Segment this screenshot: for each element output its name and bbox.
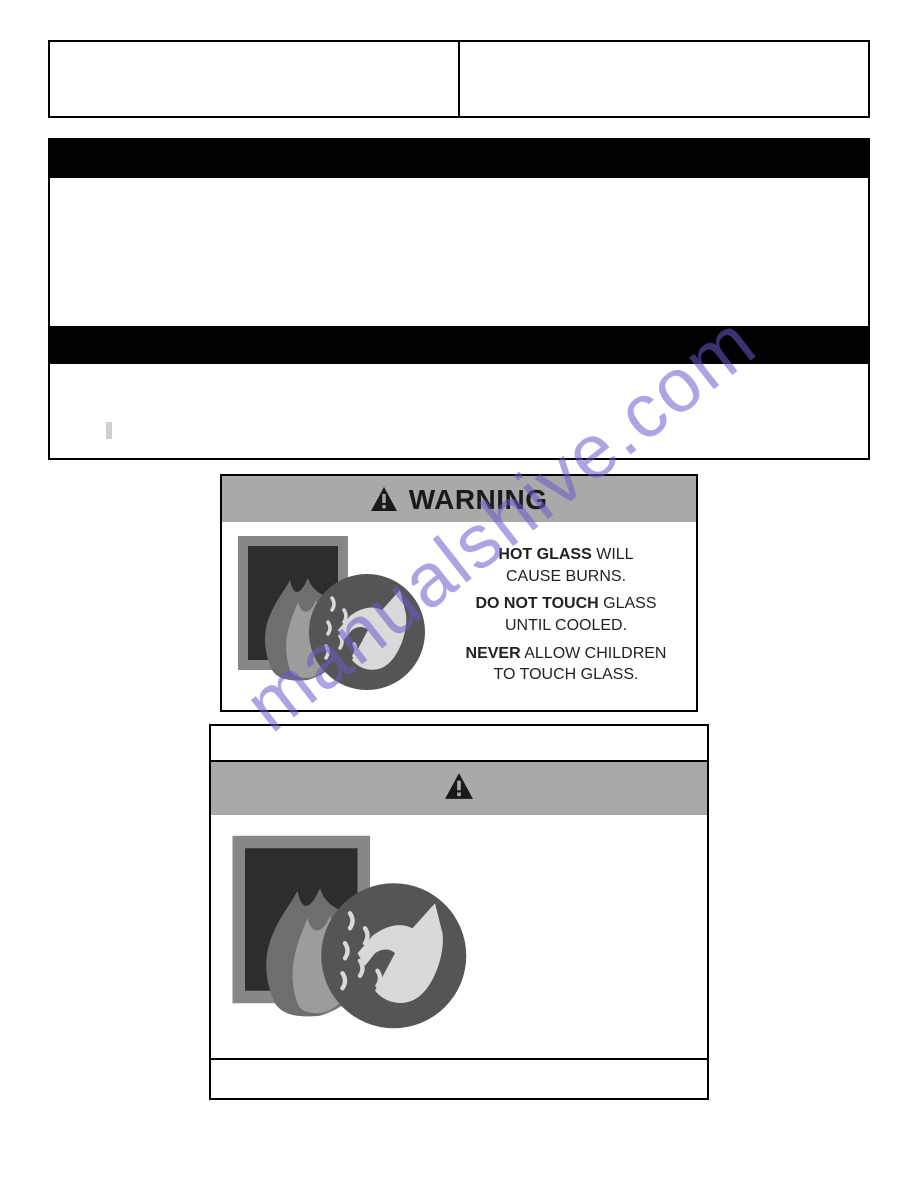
tick-mark: [106, 422, 112, 439]
warning-panel-fr-body: [211, 815, 707, 1058]
warning-triangle-icon: [370, 486, 398, 512]
warn-l1b: WILL: [592, 546, 634, 563]
warning-panel-en: WARNING: [220, 474, 698, 712]
top-box-left: [50, 42, 460, 116]
top-box-right: [460, 42, 868, 116]
hot-glass-art: [232, 530, 432, 700]
hot-glass-art-large: [225, 827, 475, 1042]
warn-l3c: TO TOUCH GLASS.: [494, 666, 639, 683]
warning-panel-body: HOT GLASS WILL CAUSE BURNS. DO NOT TOUCH…: [222, 522, 696, 710]
white-box-2: [50, 364, 868, 458]
warning-panel-header: WARNING: [222, 476, 696, 522]
black-bar-1: [50, 140, 868, 178]
warn-l3b: ALLOW CHILDREN: [521, 645, 667, 662]
main-box: [48, 138, 870, 460]
warn-l3a: NEVER: [466, 645, 521, 662]
warning-panel-fr: [211, 760, 707, 1058]
warn-l2a: DO NOT TOUCH: [475, 595, 598, 612]
warn-l2c: UNTIL COOLED.: [505, 617, 627, 634]
warning-heading: WARNING: [409, 484, 548, 515]
frame-top-gap: [211, 726, 707, 760]
warning-text: HOT GLASS WILL CAUSE BURNS. DO NOT TOUCH…: [446, 538, 686, 692]
warn-l1c: CAUSE BURNS.: [506, 568, 626, 585]
warn-l1a: HOT GLASS: [498, 546, 591, 563]
white-box-1: [50, 178, 868, 326]
frame-bottom-gap: [211, 1058, 707, 1098]
warning-triangle-icon: [444, 772, 474, 800]
black-bar-2: [50, 326, 868, 364]
warning-panel-fr-frame: [209, 724, 709, 1100]
top-split-box: [48, 40, 870, 118]
page: manualshive.com WARNING: [0, 0, 918, 1152]
footer: [48, 1100, 870, 1122]
warning-panel-fr-header: [211, 762, 707, 815]
warn-l2b: GLASS: [599, 595, 657, 612]
